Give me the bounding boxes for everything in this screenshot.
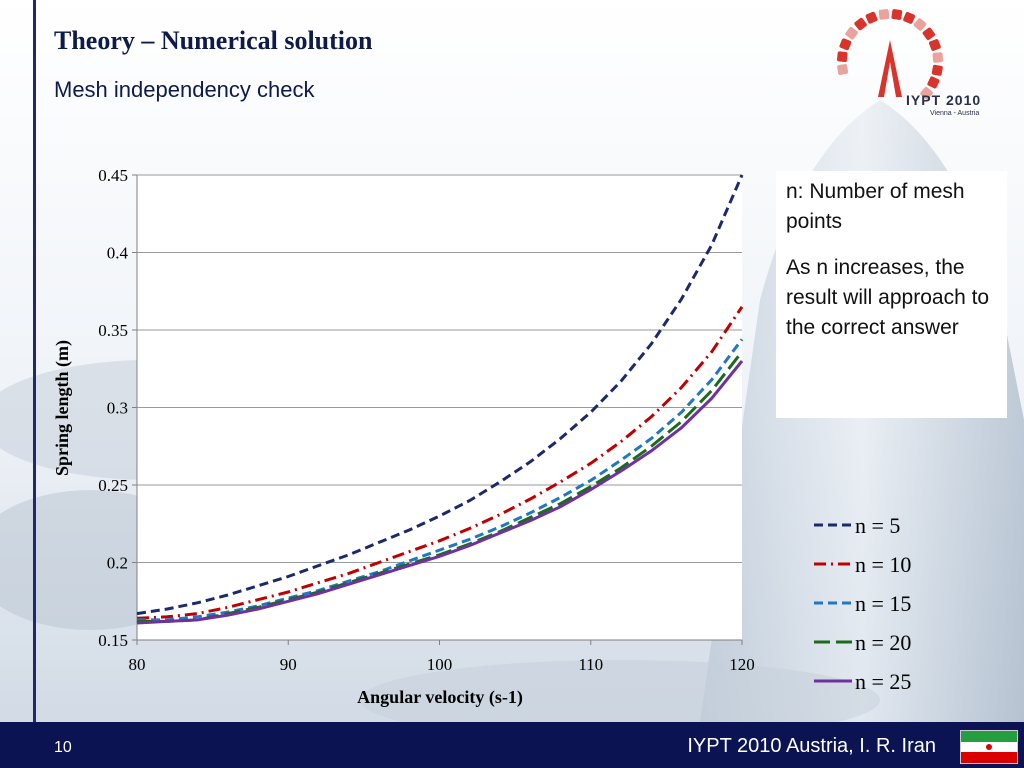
iypt-logo <box>837 9 944 100</box>
y-tick-label: 0.2 <box>107 554 128 573</box>
series-line-1 <box>136 174 744 616</box>
legend-label-4: n = 20 <box>855 630 911 655</box>
logo-segment <box>839 38 852 51</box>
footer-bar <box>0 722 1024 768</box>
y-tick-label: 0.3 <box>107 399 128 418</box>
footer-text: IYPT 2010 Austria, I. R. Iran <box>687 735 936 757</box>
series-line-2 <box>136 305 744 620</box>
accent-bar <box>33 0 36 722</box>
logo-segment <box>920 86 933 100</box>
logo-segment <box>929 39 941 51</box>
y-tick-label: 0.45 <box>98 166 128 185</box>
logo-text: IYPT 2010 <box>906 92 982 108</box>
y-tick-label: 0.15 <box>98 631 128 650</box>
x-tick-label: 100 <box>427 655 453 674</box>
legend-label-5: n = 25 <box>855 669 911 694</box>
x-tick-label: 90 <box>280 655 297 674</box>
slide-subtitle: Mesh independency check <box>54 77 315 102</box>
iran-flag-icon <box>960 730 1018 764</box>
x-tick-label: 110 <box>578 655 603 674</box>
series-line-5 <box>136 360 744 625</box>
note-mesh-points: n: Number of mesh points <box>786 180 965 233</box>
legend-label-1: n = 5 <box>855 513 900 538</box>
logo-segment <box>927 76 940 89</box>
logo-segment <box>878 9 890 20</box>
logo-segment <box>837 64 849 75</box>
x-tick-label: 80 <box>129 655 146 674</box>
notes-box: n: Number of mesh points As n increases,… <box>776 171 1007 418</box>
logo-segment <box>922 27 935 40</box>
slide-title: Theory – Numerical solution <box>54 26 373 55</box>
logo-segment <box>865 11 878 24</box>
logo-segment <box>854 17 867 31</box>
logo-segment <box>903 11 916 24</box>
y-tick-label: 0.25 <box>98 476 128 495</box>
legend-label-2: n = 10 <box>855 552 911 577</box>
y-tick-label: 0.35 <box>98 321 128 340</box>
logo-segment <box>845 26 858 40</box>
logo-segment <box>931 64 943 76</box>
y-tick-label: 0.4 <box>107 244 129 263</box>
logo-segment <box>913 18 927 31</box>
note-convergence: As n increases, the result will approach… <box>786 256 990 339</box>
logo-segment <box>837 51 848 62</box>
page-number: 10 <box>54 739 72 756</box>
x-tick-label: 120 <box>729 655 755 674</box>
logo-segment <box>932 52 944 63</box>
logo-segment <box>891 9 903 20</box>
y-axis-label: Spring length (m) <box>52 340 73 476</box>
legend-label-3: n = 15 <box>855 591 911 616</box>
logo-subtext: Vienna - Austria <box>930 110 980 117</box>
x-axis-label: Angular velocity (s-1) <box>357 687 523 708</box>
